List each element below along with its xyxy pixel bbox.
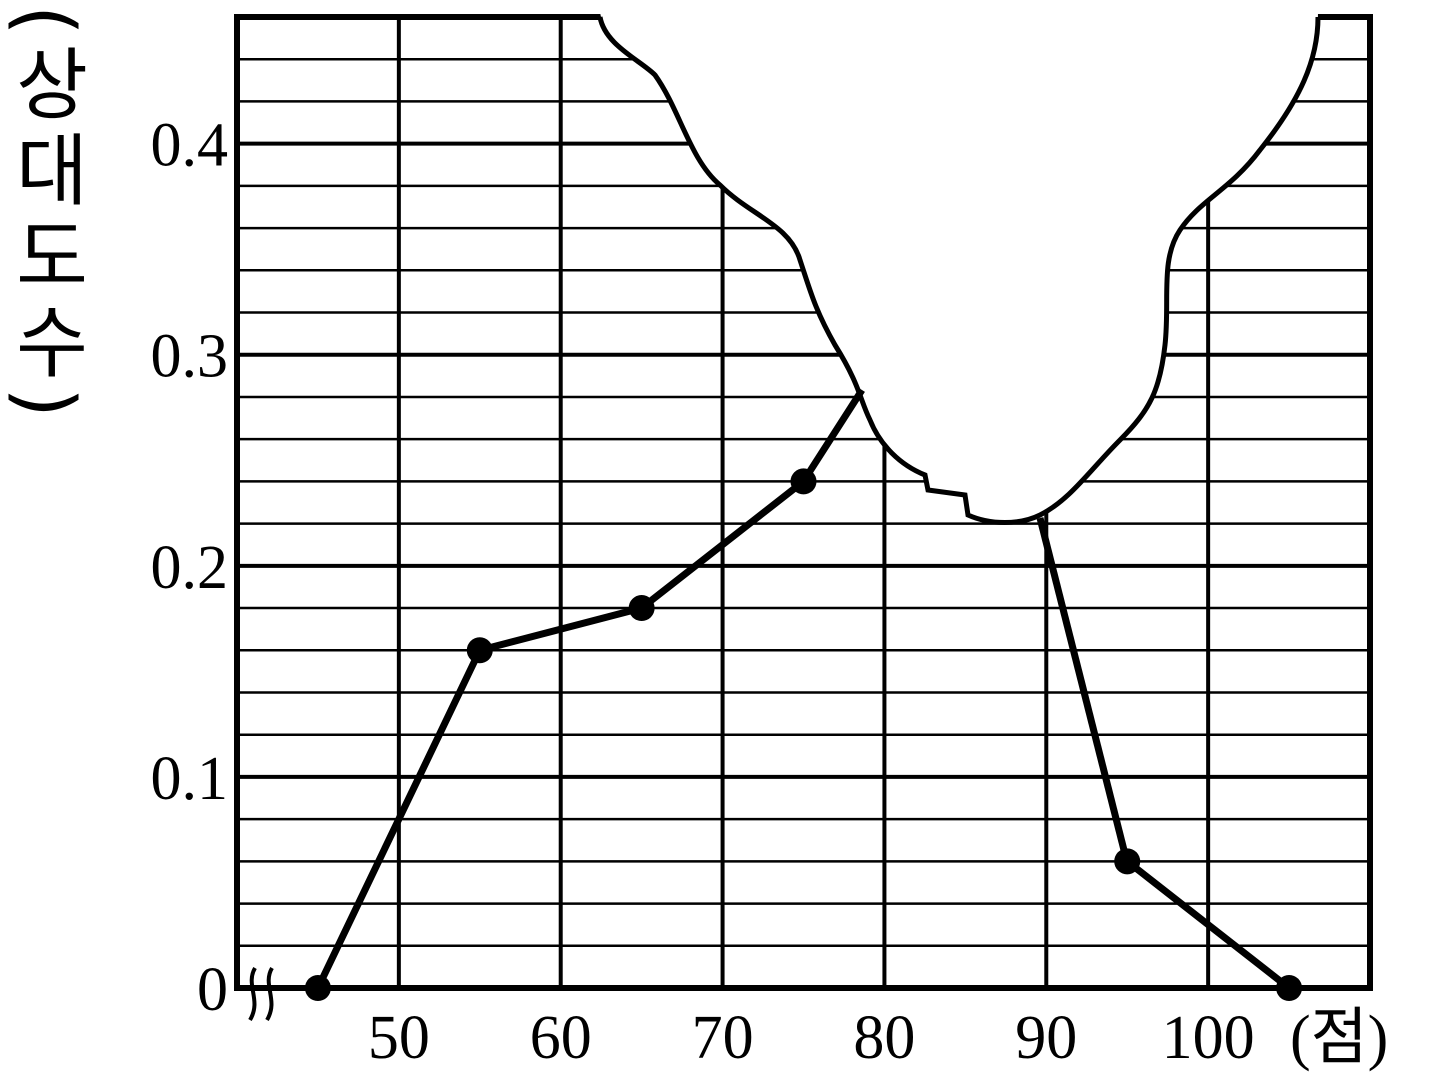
x-axis-label: (점) — [1290, 1004, 1388, 1072]
x-tick-label: 90 — [1015, 1004, 1077, 1072]
data-point — [628, 595, 655, 622]
data-point — [1114, 848, 1141, 875]
y-tick-label: 0.3 — [151, 323, 229, 391]
y-tick-label: 0.2 — [151, 534, 229, 602]
series-line — [314, 478, 806, 990]
x-tick-label: 70 — [692, 1004, 754, 1072]
y-tick-label: 0.4 — [151, 112, 229, 180]
x-tick-label: 50 — [368, 1004, 430, 1072]
x-tick-label: 60 — [530, 1004, 592, 1072]
x-tick-label: 80 — [853, 1004, 915, 1072]
data-point — [790, 468, 817, 495]
hidden-segment — [800, 388, 865, 484]
torn-area — [600, 12, 1318, 523]
data-point — [304, 975, 331, 1001]
y-axis-label: (상대도수) — [0, 5, 90, 426]
hidden-segment — [1036, 517, 1131, 863]
x-tick-label: 100 — [1162, 1004, 1255, 1072]
axis-break — [248, 966, 274, 1022]
data-point — [466, 637, 493, 664]
data-point — [1276, 975, 1303, 1001]
series-line — [1125, 858, 1292, 991]
y-tick-label: 0.1 — [151, 745, 229, 813]
torn-edge — [597, 16, 1321, 525]
y-tick-label: 0 — [197, 956, 228, 1024]
